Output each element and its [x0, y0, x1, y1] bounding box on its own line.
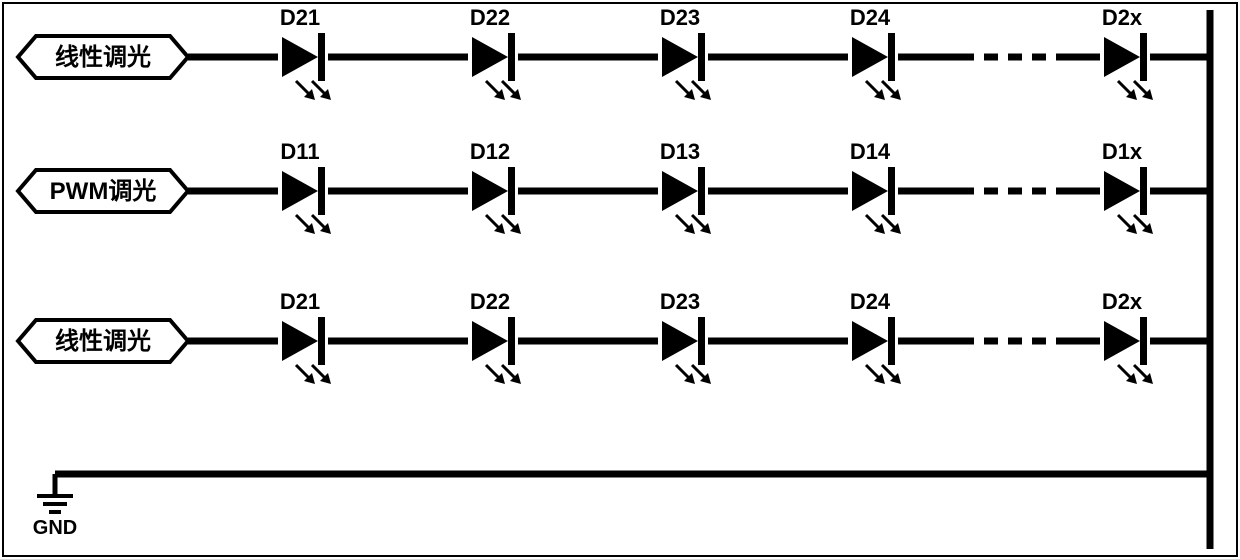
diode-label: D14: [850, 139, 891, 164]
led-icon: [662, 167, 711, 234]
led-icon: [472, 167, 521, 234]
diode-label: D24: [850, 5, 891, 30]
led-icon: [282, 33, 331, 100]
led-row: 线性调光 D21 D22 D23 D24 D2x: [18, 5, 1210, 100]
row-label: PWM调光: [50, 178, 157, 205]
diode-label: D12: [470, 139, 510, 164]
led-icon: [852, 317, 901, 384]
row-label: 线性调光: [55, 44, 151, 71]
diode-label: D24: [850, 289, 891, 314]
diode-label: D23: [660, 289, 700, 314]
led-icon: [662, 317, 711, 384]
led-icon: [472, 317, 521, 384]
diode-label: D21: [280, 289, 320, 314]
led-icon: [852, 33, 901, 100]
diode-label: D21: [280, 5, 320, 30]
diode-label: D23: [660, 5, 700, 30]
led-icon: [1104, 33, 1153, 100]
gnd-symbol: [37, 474, 73, 512]
row-label: 线性调光: [55, 328, 151, 355]
led-icon: [1104, 317, 1153, 384]
diode-label: D22: [470, 289, 510, 314]
diode-label: D13: [660, 139, 700, 164]
diode-label: D2x: [1102, 5, 1143, 30]
led-icon: [1104, 167, 1153, 234]
diode-label: D22: [470, 5, 510, 30]
led-icon: [282, 317, 331, 384]
led-row: 线性调光 D21 D22 D23 D24 D2x: [18, 289, 1210, 384]
led-icon: [472, 33, 521, 100]
diode-label: D11: [280, 139, 319, 164]
led-icon: [662, 33, 711, 100]
led-row: PWM调光 D11 D12 D13 D14 D1x: [18, 139, 1210, 234]
gnd-label: GND: [33, 517, 77, 539]
led-schematic: GND 线性调光 D21 D22 D23 D24 D2x PWM调光 D11 D12 D13 D14 D…: [0, 0, 1240, 559]
led-icon: [852, 167, 901, 234]
diode-label: D2x: [1102, 289, 1143, 314]
led-icon: [282, 167, 331, 234]
diode-label: D1x: [1102, 139, 1143, 164]
